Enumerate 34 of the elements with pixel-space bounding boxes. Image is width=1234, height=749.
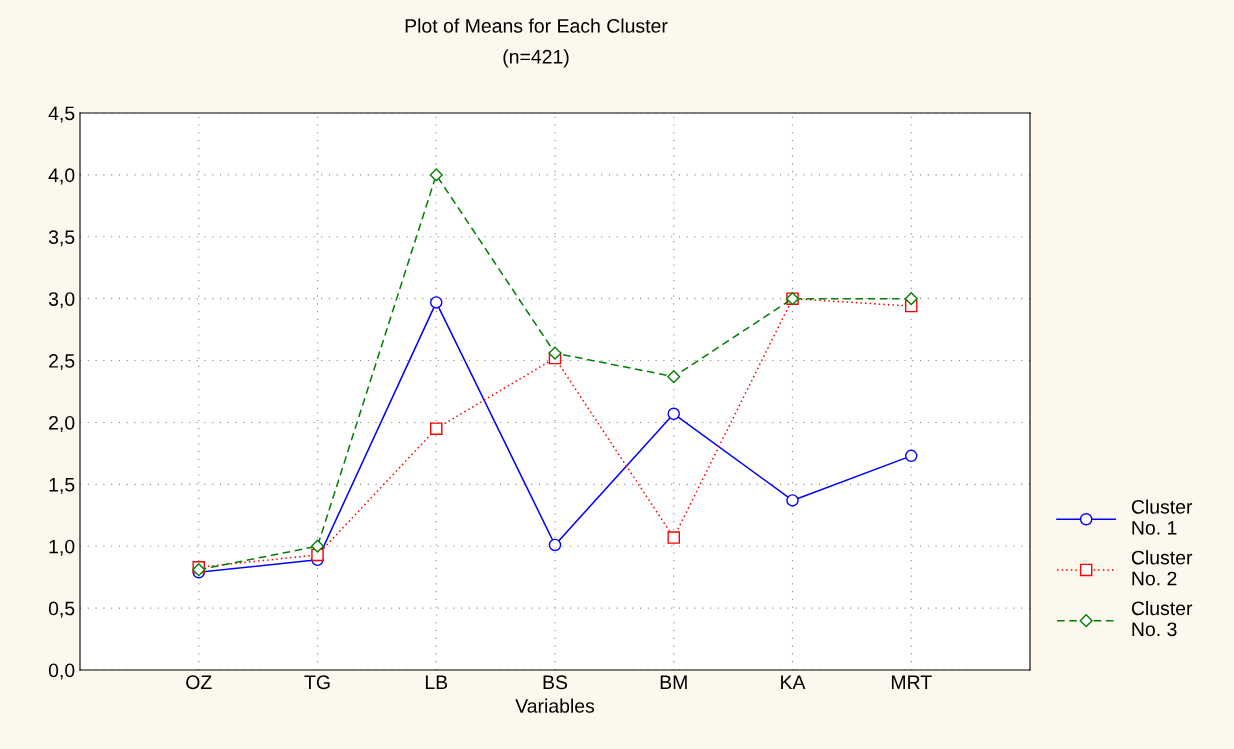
y-tick-label: 0,0 — [48, 663, 75, 680]
y-tick-label: 1,0 — [49, 539, 75, 556]
y-tick-label: 3,5 — [48, 230, 75, 247]
point — [548, 346, 562, 360]
y-tick-label: 1,5 — [49, 478, 75, 494]
legend-label: Cluster No. 3 — [1131, 600, 1193, 637]
y-tick-label: 2,0 — [49, 415, 75, 432]
x-tick-label: BM — [660, 675, 687, 689]
y-tick-label: 4,5 — [48, 106, 75, 123]
x-tick-label: BS — [543, 675, 568, 690]
point — [667, 370, 681, 384]
chart-title: Plot of Means for Each Cluster (n=421) — [405, 18, 668, 68]
point — [904, 292, 918, 306]
x-tick-label: MRT — [891, 675, 932, 689]
point — [429, 422, 443, 435]
y-tick-label: 2,5 — [49, 354, 75, 371]
legend-label: Cluster No. 2 — [1131, 550, 1193, 586]
point — [429, 168, 443, 182]
point — [786, 494, 799, 507]
x-tick-label: TG — [304, 675, 330, 690]
legend-label: Cluster No. 1 — [1131, 499, 1193, 535]
point — [667, 531, 681, 544]
x-tick-label: LB — [425, 675, 448, 689]
point — [429, 296, 443, 309]
point — [548, 538, 562, 552]
x-axis-title: Variables — [515, 698, 595, 713]
point — [667, 407, 681, 421]
x-tick-label: KA — [781, 675, 806, 689]
y-tick-label: 4,0 — [48, 168, 75, 185]
y-tick-label: 0,5 — [48, 601, 75, 618]
y-tick-label: 3,0 — [48, 292, 75, 309]
point — [310, 539, 325, 553]
point — [904, 449, 918, 463]
x-tick-label: OZ — [186, 675, 212, 690]
